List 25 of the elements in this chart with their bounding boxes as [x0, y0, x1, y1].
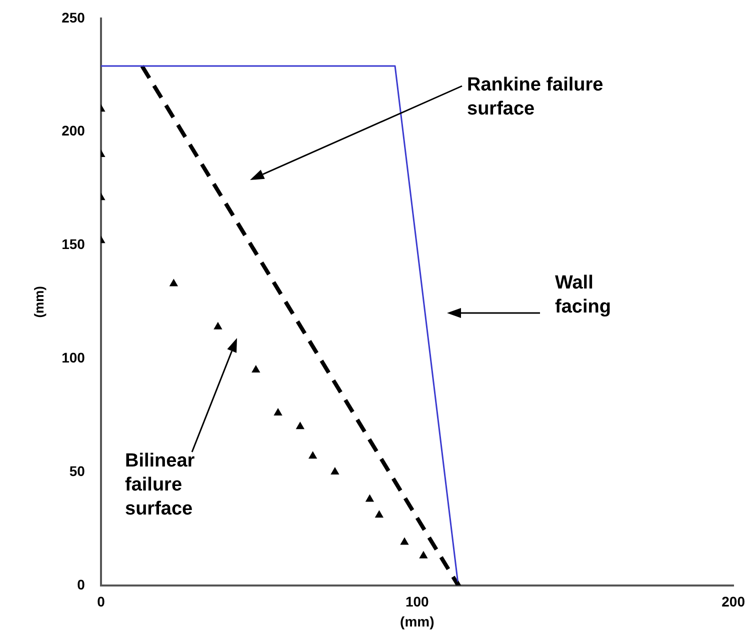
- point: [296, 422, 304, 430]
- point: [419, 550, 428, 558]
- y-tick-label: 250: [62, 9, 86, 26]
- y-tick-label: 100: [62, 349, 86, 366]
- point: [252, 364, 260, 372]
- point: [374, 510, 384, 518]
- y-axis-title: (mm): [31, 286, 46, 318]
- point: [169, 278, 178, 286]
- x-tick-label: 200: [722, 594, 746, 610]
- point: [400, 537, 409, 545]
- y-tick-label: 50: [69, 462, 86, 479]
- x-axis-title: (mm): [400, 613, 434, 630]
- point: [214, 322, 222, 330]
- point: [274, 408, 282, 416]
- annotation: Bilinear failure surface: [125, 450, 196, 520]
- point: [330, 467, 340, 474]
- x-tick-label: 0: [97, 594, 106, 610]
- annotation: Rankine failure surface: [467, 74, 604, 120]
- point: [365, 494, 374, 502]
- annotation: Wall facing: [555, 272, 611, 318]
- y-tick-label: 200: [62, 122, 86, 139]
- point: [308, 451, 318, 459]
- y-tick-label: 150: [62, 236, 86, 252]
- x-tick-label: 100: [405, 594, 430, 610]
- y-tick-label: 0: [77, 576, 86, 592]
